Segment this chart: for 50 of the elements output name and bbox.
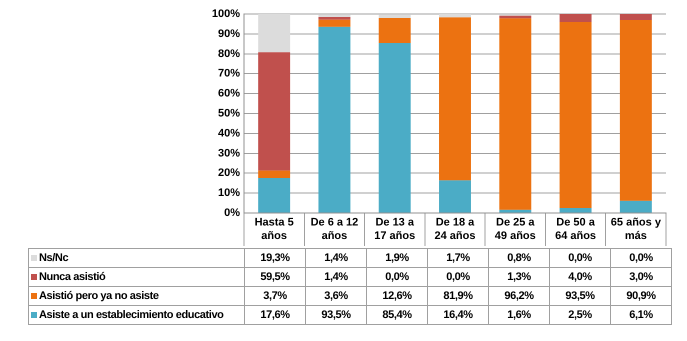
legend-label: Nunca asistió (28, 268, 244, 286)
y-tick-label: 40% (218, 127, 240, 140)
data-label: 93,5% (550, 286, 610, 306)
data-label: 0,0% (366, 268, 428, 286)
data-label: 2,5% (550, 306, 610, 324)
data-label: 3,6% (306, 286, 366, 306)
data-label: 1,9% (366, 248, 428, 268)
data-label: 85,4% (366, 306, 428, 324)
data-label: 1,4% (306, 248, 366, 268)
data-label: 3,0% (610, 268, 672, 286)
x-tick-label: De 13 a 17 años (374, 216, 416, 242)
legend-label: Asiste a un establecimiento educativo (28, 306, 244, 324)
data-label: 4,0% (550, 268, 610, 286)
data-label: 59,5% (244, 268, 306, 286)
y-tick-label: 50% (218, 108, 240, 120)
x-tick-label: De 50 a 64 años (555, 216, 596, 242)
data-label: 1,4% (306, 268, 366, 286)
x-tick-label: Hasta 5 años (254, 216, 294, 242)
x-tick-label: De 25 a 49 años (494, 216, 536, 242)
x-tick-label: 65 años y más (610, 216, 662, 242)
y-tick-label: 100% (212, 8, 240, 20)
data-label: 1,7% (428, 248, 488, 268)
data-label: 0,0% (428, 268, 488, 286)
data-label: 12,6% (366, 286, 428, 306)
legend-label: Asistió pero ya no asiste (28, 286, 244, 306)
data-label: 6,1% (610, 306, 672, 324)
data-label: 0,0% (550, 248, 610, 268)
y-tick-label: 90% (218, 28, 240, 40)
data-label: 96,2% (488, 286, 550, 306)
y-tick-label: 30% (218, 147, 240, 160)
y-tick-label: 80% (218, 48, 240, 60)
y-tick-label: 20% (218, 167, 240, 180)
data-label: 1,3% (488, 268, 550, 286)
x-tick-label: De 18 a 24 años (434, 216, 476, 242)
data-label: 90,9% (610, 286, 672, 306)
data-label: 16,4% (428, 306, 488, 324)
data-label: 93,5% (306, 306, 366, 324)
y-tick-label: 10% (218, 187, 240, 200)
y-tick-label: 60% (218, 88, 240, 100)
data-label: 0,0% (610, 248, 672, 268)
data-label: 81,9% (428, 286, 488, 306)
legend-label: Ns/Nc (28, 248, 244, 268)
y-tick-label: 70% (218, 68, 240, 80)
data-label: 3,7% (244, 286, 306, 306)
data-label: 17,6% (244, 306, 306, 324)
data-label: 0,8% (488, 248, 550, 268)
data-label: 19,3% (244, 248, 306, 268)
y-tick-label: 0% (224, 207, 240, 220)
x-tick-label: De 6 a 12 años (310, 216, 358, 242)
data-label: 1,6% (488, 306, 550, 324)
